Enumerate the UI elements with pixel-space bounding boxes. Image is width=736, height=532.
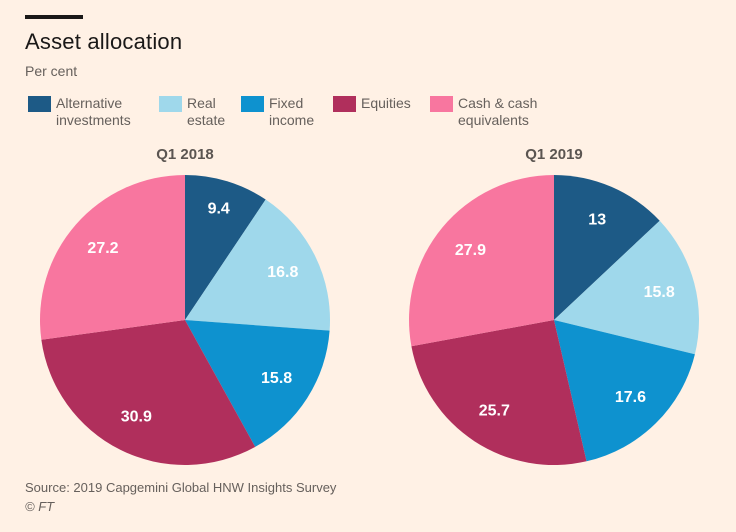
pie-slice-equities [411,320,587,466]
pie-slice-real-estate [554,220,700,355]
legend: Alternative investments Real estate Fixe… [28,95,544,129]
pie-value-label-equities: 25.7 [479,402,510,419]
legend-item-alternative-investments: Alternative investments [28,95,159,129]
units-label: Per cent [25,63,78,79]
source-note: Source: 2019 Capgemini Global HNW Insigh… [25,480,337,495]
pie-value-label-alternative-investments: 9.4 [208,201,230,218]
legend-label: Cash & cash equivalents [458,95,538,128]
pie-value-label-equities: 30.9 [121,409,152,426]
pie-chart-q1-2019: 13 15.8 17.6 25.7 27.9 [409,175,700,466]
legend-item-cash-equivalents: Cash & cash equivalents [430,95,544,129]
pie-value-label-alternative-investments: 13 [588,212,606,229]
pie-slice-equities [41,320,256,465]
pie-slice-alternative-investments [185,175,266,320]
legend-item-equities: Equities [333,95,430,112]
pie-slice-fixed-income [554,320,695,462]
pie-slice-real-estate [185,199,331,331]
pie-slice-cash-cash-equivalents [40,175,186,340]
legend-label: Alternative investments [56,95,131,128]
pie-value-label-real-estate: 15.8 [644,284,675,301]
pie-value-label-fixed-income: 17.6 [615,389,646,406]
legend-label: Fixed income [269,95,315,128]
pie-slice-cash-cash-equivalents [409,175,554,347]
pie-title-q1-2018: Q1 2018 [156,146,214,163]
pie-value-label-real-estate: 16.8 [267,264,298,281]
copyright-note: © FT [25,499,55,514]
pie-chart-q1-2018: 9.4 16.8 15.8 30.9 27.2 [40,175,331,465]
title-rule [25,15,83,19]
legend-swatch-equities [333,96,356,112]
legend-item-real-estate: Real estate [159,95,241,129]
legend-swatch-cash-equivalents [430,96,453,112]
legend-label: Real estate [187,95,226,128]
legend-item-fixed-income: Fixed income [241,95,333,129]
legend-swatch-real-estate [159,96,182,112]
pie-q1-2018: Q1 2018 9.4 16.8 15.8 30.9 27.2 [35,146,335,470]
pie-value-label-cash-cash-equivalents: 27.9 [455,242,486,259]
legend-swatch-alternative-investments [28,96,51,112]
pie-value-label-cash-cash-equivalents: 27.2 [87,240,118,257]
page-title: Asset allocation [25,29,183,54]
pie-slice-fixed-income [185,320,330,447]
legend-label: Equities [361,95,411,111]
pie-value-label-fixed-income: 15.8 [261,370,292,387]
pie-slice-alternative-investments [554,175,660,320]
footer: Source: 2019 Capgemini Global HNW Insigh… [25,479,336,515]
pie-q1-2019: Q1 2019 13 15.8 17.6 25.7 27.9 [404,146,704,470]
pie-title-q1-2019: Q1 2019 [525,146,583,163]
legend-swatch-fixed-income [241,96,264,112]
